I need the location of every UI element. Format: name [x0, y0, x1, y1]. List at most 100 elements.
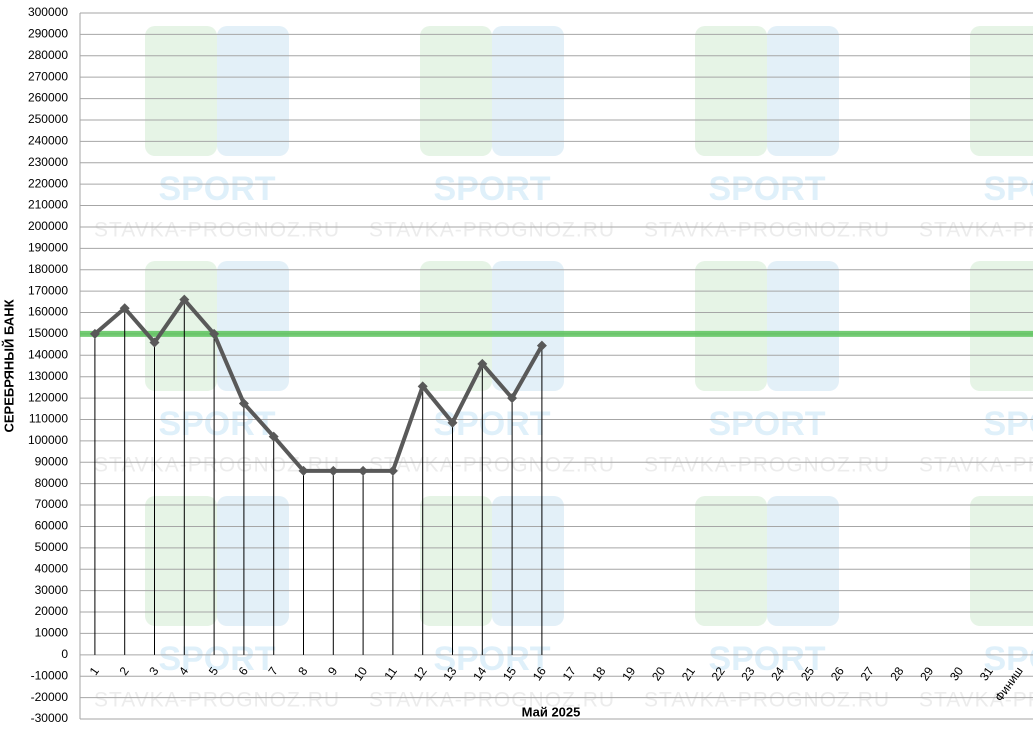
- watermark-site: STAVKA-PROGNOZ.RU: [644, 454, 890, 477]
- x-tick-label: 21: [679, 664, 698, 683]
- point: [268, 431, 279, 442]
- y-tick-label: 200000: [28, 219, 68, 233]
- x-tick-label: 11: [381, 664, 400, 683]
- watermark-logo: [420, 26, 492, 156]
- y-tick-label: 130000: [28, 369, 68, 383]
- watermark-logo: [492, 26, 564, 156]
- watermark-logo: [420, 496, 492, 626]
- watermark-logo-text: SPORT: [708, 405, 825, 443]
- x-axis-label: Май 2025: [522, 704, 581, 719]
- y-tick-label: 190000: [28, 241, 68, 255]
- point: [536, 340, 547, 351]
- watermark-logo: [695, 26, 767, 156]
- watermark-logo: [695, 261, 767, 391]
- watermark-site: STAVKA-PROGNOZ.RU: [919, 689, 1033, 712]
- watermark-site: STAVKA-PROGNOZ.RU: [919, 454, 1033, 477]
- y-tick-label: 120000: [28, 390, 68, 404]
- watermark-logo: [970, 261, 1033, 391]
- watermark-site: STAVKA-PROGNOZ.RU: [94, 689, 340, 712]
- y-tick-label: 80000: [35, 476, 69, 490]
- y-axis-label: СЕРЕБРЯНЫЙ БАНК: [1, 299, 16, 432]
- watermark-site: STAVKA-PROGNOZ.RU: [369, 219, 615, 242]
- watermark-logo: [695, 496, 767, 626]
- x-tick-label: 29: [917, 664, 936, 683]
- y-tick-label: 170000: [28, 283, 68, 297]
- watermark-logo-text: SPORT: [433, 170, 550, 208]
- y-tick-label: -30000: [31, 711, 69, 725]
- y-tick-label: 110000: [29, 412, 68, 426]
- watermark-site: STAVKA-PROGNOZ.RU: [644, 219, 890, 242]
- watermark-logo-text: SPORT: [158, 405, 275, 443]
- watermark-logo: [217, 261, 289, 391]
- y-tick-label: 140000: [28, 347, 68, 361]
- y-tick-label: 240000: [28, 134, 68, 148]
- point: [149, 337, 160, 348]
- watermark-logo: [217, 26, 289, 156]
- x-tick-label: 18: [589, 664, 608, 683]
- watermark-logo-text: SPORT: [983, 640, 1033, 678]
- x-tick-label: 26: [828, 664, 847, 683]
- y-tick-label: 90000: [35, 454, 69, 468]
- y-tick-label: 50000: [35, 540, 69, 554]
- point: [447, 417, 458, 428]
- y-tick-label: 180000: [28, 262, 68, 276]
- point: [358, 465, 369, 476]
- watermark-logo: [145, 496, 217, 626]
- watermark-logo: [145, 26, 217, 156]
- y-tick-label: 100000: [28, 433, 68, 447]
- watermark-logo-text: SPORT: [158, 170, 275, 208]
- point: [119, 303, 130, 314]
- y-tick-label: 20000: [35, 604, 69, 618]
- watermark-logo: [420, 261, 492, 391]
- y-tick-label: 230000: [28, 155, 68, 169]
- point: [387, 465, 398, 476]
- watermark-logo: [970, 26, 1033, 156]
- point: [328, 465, 339, 476]
- point: [179, 294, 190, 305]
- x-tick-label: 20: [649, 664, 668, 683]
- point: [209, 328, 220, 339]
- y-tick-label: 290000: [28, 27, 68, 41]
- y-tick-label: 270000: [28, 69, 68, 83]
- point: [298, 465, 309, 476]
- x-tick-label: 19: [619, 664, 638, 683]
- y-tick-label: 210000: [28, 198, 68, 212]
- watermark-logo: [767, 26, 839, 156]
- y-tick-label: 150000: [28, 326, 68, 340]
- watermark-site: STAVKA-PROGNOZ.RU: [369, 689, 615, 712]
- y-tick-label: 30000: [35, 583, 69, 597]
- watermark-logo-text: SPORT: [158, 640, 275, 678]
- y-tick-label: 260000: [28, 91, 68, 105]
- y-tick-label: -10000: [31, 668, 69, 682]
- watermark-logo-text: SPORT: [708, 640, 825, 678]
- watermark-site: STAVKA-PROGNOZ.RU: [919, 219, 1033, 242]
- y-tick-label: 160000: [28, 305, 68, 319]
- series-line: [93, 297, 544, 473]
- x-tick-label: 30: [947, 664, 966, 683]
- point: [477, 358, 488, 369]
- watermark-logo: [492, 496, 564, 626]
- point: [89, 328, 100, 339]
- watermark-site: STAVKA-PROGNOZ.RU: [644, 689, 890, 712]
- y-tick-label: 280000: [28, 48, 68, 62]
- y-tick-label: 70000: [35, 497, 69, 511]
- watermark-logo: [145, 261, 217, 391]
- watermark-site: STAVKA-PROGNOZ.RU: [94, 454, 340, 477]
- y-tick-label: 0: [61, 647, 68, 661]
- point: [417, 381, 428, 392]
- y-tick-label: 40000: [35, 561, 69, 575]
- x-tick-label: 12: [411, 664, 430, 683]
- watermark-logo: [970, 496, 1033, 626]
- x-tick-label: 27: [858, 664, 877, 683]
- watermark-site: STAVKA-PROGNOZ.RU: [94, 219, 340, 242]
- watermark-logo: [767, 496, 839, 626]
- watermark-logo: [492, 261, 564, 391]
- x-tick-label: 17: [560, 664, 579, 683]
- x-tick-label: 10: [351, 664, 370, 683]
- watermark: SPORT STAVKA-PROGNOZ.RU SPORT STAVKA-PROGNO…: [94, 26, 1033, 712]
- x-tick-label: 28: [887, 664, 906, 683]
- y-tick-label: 220000: [28, 176, 68, 190]
- y-tick-label: 300000: [28, 5, 68, 19]
- y-tick-label: -20000: [31, 690, 69, 704]
